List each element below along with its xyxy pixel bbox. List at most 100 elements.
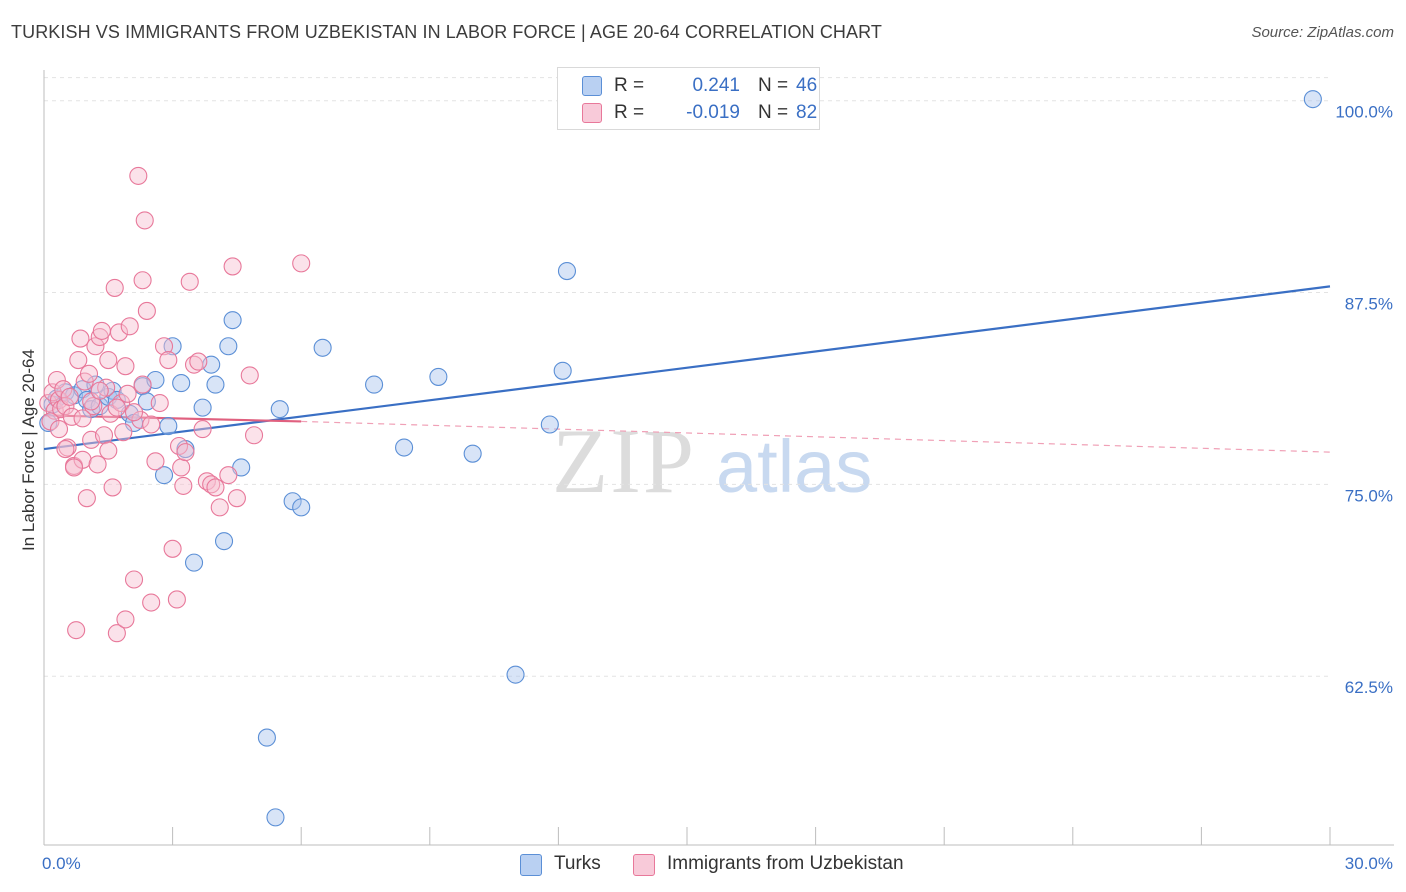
y-tick-label: 62.5% [1345,678,1393,697]
uzbekistan-point [56,397,75,416]
uzbekistan-point [103,478,122,497]
uzbekistan-point [94,426,114,445]
uzbekistan-point [167,590,186,609]
uzbekistan-point [244,426,264,445]
x-tick-label-max: 30.0% [1345,854,1393,873]
uzbekistan-point [47,370,66,390]
uzbekistan-point [67,621,86,640]
legend-r-label: R = [614,102,645,123]
uzbekistan-point [107,398,126,417]
uzbekistan-point [99,350,118,370]
uzbekistan-point [174,476,193,495]
turks-point [219,337,238,356]
bottom-legend-swatch-turks [520,854,542,876]
uzbekistan-point [84,397,103,416]
turks-point [395,438,414,457]
turks-point [159,416,178,436]
uzbekistan-point [146,452,165,471]
turks-point [223,311,242,330]
turks-point [365,375,384,394]
uzbekistan-point [142,593,161,612]
source-label: Source: ZipAtlas.com [1251,24,1394,41]
uzbekistan-point [131,410,150,429]
turks-point [463,444,482,463]
uzbekistan-point [129,166,148,185]
uzbekistan-point [206,478,225,497]
uzbekistan-point [135,211,154,230]
uzbekistan-point [163,539,182,558]
legend-n-value-uzbekistan: 82 [796,102,818,123]
uzbekistan-point [92,321,111,340]
uzbekistan-point [71,329,90,348]
uzbekistan-point [150,393,169,413]
legend-swatch-uzbekistan [582,103,602,123]
uzbekistan-point [159,350,178,370]
turks-point [184,553,204,572]
x-tick-label-min: 0.0% [42,854,81,873]
legend-r-value-uzbekistan: -0.019 [686,102,740,123]
uzbekistan-point [109,323,129,342]
watermark: ZIP atlas [552,410,872,512]
bottom-legend-label-uzbekistan: Immigrants from Uzbekistan [667,853,904,874]
uzbekistan-point [240,366,259,385]
uzbekistan-point [219,466,238,485]
y-tick-label: 100.0% [1335,103,1393,122]
uzbekistan-point [99,441,118,460]
chart-title: TURKISH VS IMMIGRANTS FROM UZBEKISTAN IN… [11,22,883,42]
uzbekistan-point [69,350,88,370]
uzbekistan-point [133,271,152,290]
uzbekistan-point [172,458,191,477]
uzbekistan-point [118,384,137,403]
uzbekistan-point [77,489,96,508]
watermark-zip: ZIP [552,410,696,512]
uzbekistan-point [292,254,311,273]
uzbekistan-point [180,272,199,291]
legend-swatch-turks [582,76,602,96]
turks-point [1303,90,1322,109]
uzbekistan-point [116,610,135,629]
bottom-legend-swatch-uzbekistan [633,854,655,876]
turks-point [266,808,285,827]
legend-n-value-turks: 46 [796,75,818,96]
turks-point [313,338,332,357]
uzbekistan-point [116,357,135,376]
uzbekistan-point [142,415,161,434]
turks-point [193,398,212,417]
turks-point [214,532,234,551]
legend-r-label: R = [614,75,645,96]
uzbekistan-point [154,337,174,356]
uzbekistan-point [124,570,144,589]
turks-point [206,375,225,394]
uzbekistan-point [60,387,79,406]
legend-n-label: N = [758,75,789,96]
turks-point [429,367,448,386]
turks-point [172,374,191,393]
y-tick-label: 87.5% [1345,295,1393,314]
uzbekistan-point [124,403,144,422]
uzbekistan-point [49,420,69,439]
turks-point [154,466,174,485]
uzbekistan-point [90,381,109,400]
uzbekistan-point [193,420,212,439]
uzbekistan-point [210,498,229,517]
uzbekistan-point [223,257,242,276]
uzbekistan-point [56,440,75,459]
y-axis-label: In Labor Force | Age 20-64 [19,349,38,551]
uzbekistan-point [64,458,84,477]
turks-point [270,400,289,419]
uzbekistan-point [107,624,126,643]
uzbekistan-point [137,301,156,320]
turks-point [506,665,525,684]
uzbekistan-point [45,401,64,420]
correlation-legend: R = 0.241 N = 46 R = -0.019 N = 82 [557,67,820,130]
uzbekistan-point [73,409,92,428]
bottom-legend-label-turks: Turks [554,853,601,874]
uzbekistan-point [105,278,124,297]
uzbekistan-point [227,489,246,508]
turks-point [540,415,559,434]
uzbekistan-point [79,364,99,383]
turks-point [553,361,572,380]
uzbekistan-point [133,375,152,394]
turks-point [292,498,311,517]
